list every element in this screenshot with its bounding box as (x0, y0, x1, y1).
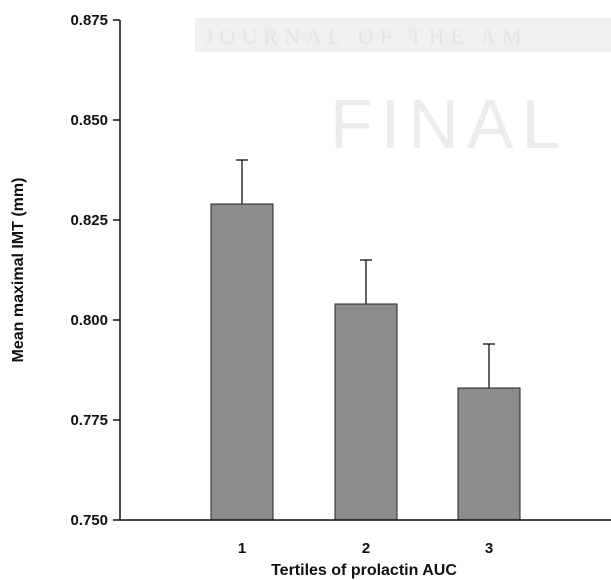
watermark-journal-text: JOURNAL OF THE AM (205, 24, 528, 49)
y-tick-label: 0.750 (70, 512, 108, 529)
watermark-final-text: FINAL (330, 85, 568, 163)
y-axis-ticks: 0.750 0.775 0.800 0.825 0.850 0.875 (70, 12, 120, 529)
x-tick-label: 1 (238, 540, 246, 557)
watermark: JOURNAL OF THE AM FINAL (195, 18, 611, 163)
y-tick-label: 0.800 (70, 312, 108, 329)
bars (210, 159, 521, 521)
y-tick-label: 0.875 (70, 12, 108, 29)
bar-tertile-3 (457, 387, 521, 521)
x-tick-label: 3 (485, 540, 493, 557)
x-tick-label: 2 (362, 540, 370, 557)
x-axis-title: Tertiles of prolactin AUC (271, 562, 457, 579)
y-tick-label: 0.775 (70, 412, 108, 429)
x-axis-ticks: 1 2 3 (238, 540, 493, 557)
y-tick-label: 0.850 (70, 112, 108, 129)
y-axis-title: Mean maximal IMT (mm) (10, 178, 27, 363)
bar-tertile-1 (210, 203, 274, 521)
bar-tertile-2 (334, 303, 398, 521)
y-tick-label: 0.825 (70, 212, 108, 229)
watermark-banner (195, 18, 611, 52)
